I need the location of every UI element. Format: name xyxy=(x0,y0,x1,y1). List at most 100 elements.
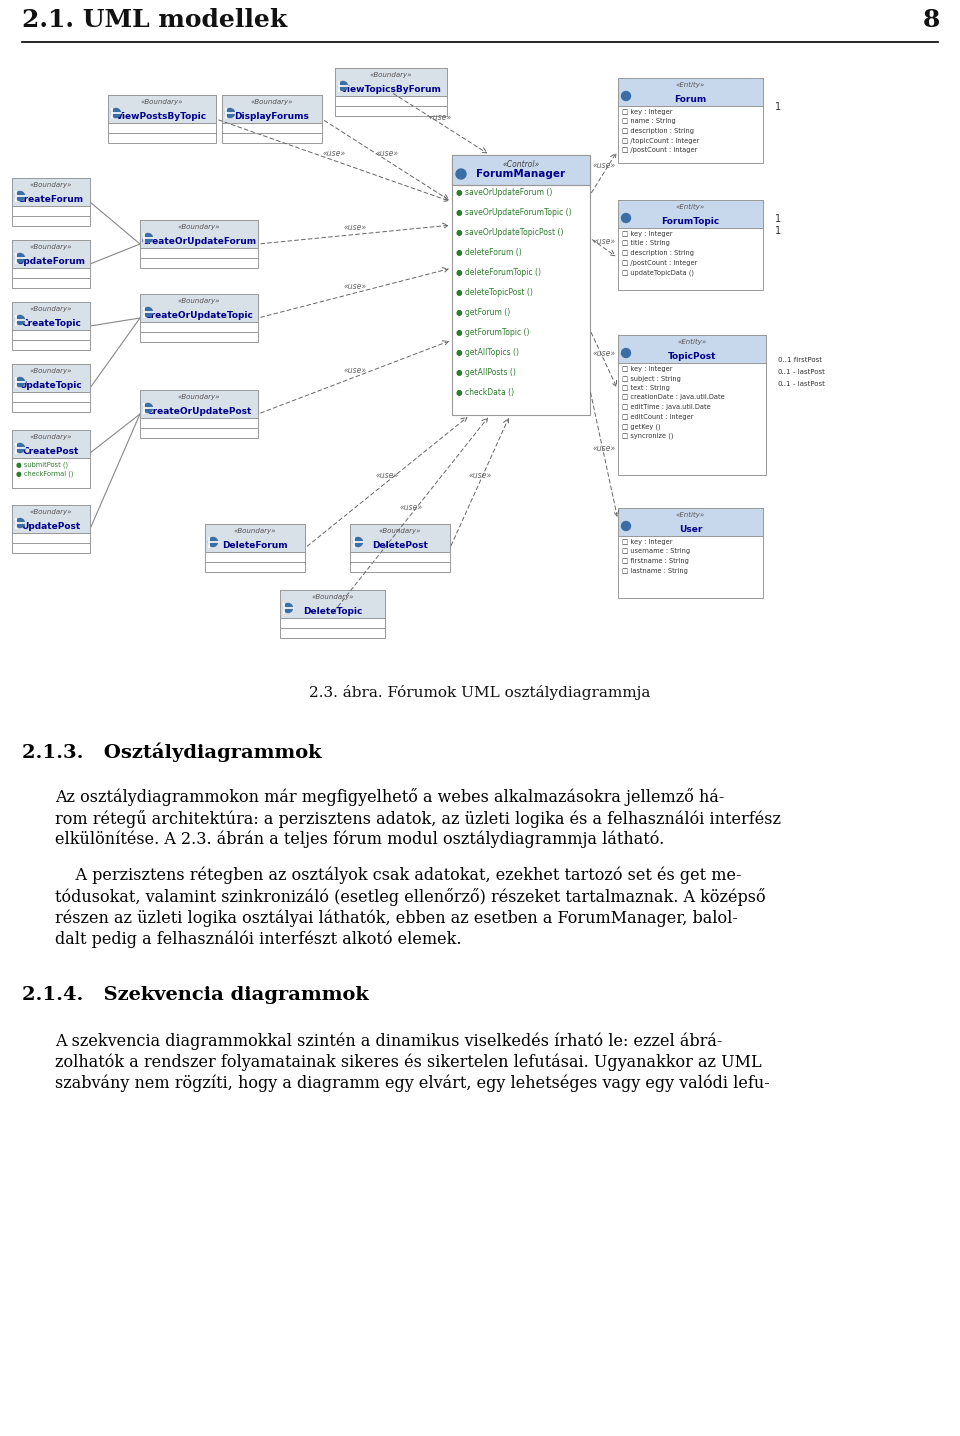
Circle shape xyxy=(621,92,631,101)
Text: □ username : String: □ username : String xyxy=(622,549,690,554)
Text: □ updateTopicData (): □ updateTopicData () xyxy=(622,269,694,276)
Text: 0..1 firstPost: 0..1 firstPost xyxy=(778,358,822,363)
Text: ViewPostsByTopic: ViewPostsByTopic xyxy=(116,112,207,121)
Text: □ firstname : String: □ firstname : String xyxy=(622,559,689,564)
Text: □ /postCount : Integer: □ /postCount : Integer xyxy=(622,260,697,266)
Text: «use»: «use» xyxy=(429,112,452,122)
Text: Az osztálydiagrammokon már megfigyelhető a webes alkalmazásokra jellemző há-: Az osztálydiagrammokon már megfigyelhető… xyxy=(55,788,725,806)
Text: - lastPost: - lastPost xyxy=(793,369,825,375)
Text: «Boundary»: «Boundary» xyxy=(379,528,421,534)
Text: 0..1: 0..1 xyxy=(778,381,791,386)
Bar xyxy=(12,240,90,289)
Text: DeleteForum: DeleteForum xyxy=(222,541,288,550)
Bar xyxy=(205,524,305,551)
Bar xyxy=(140,220,258,248)
Text: □ name : String: □ name : String xyxy=(622,119,676,125)
Bar xyxy=(618,335,766,363)
Circle shape xyxy=(283,603,293,613)
Text: CreatePost: CreatePost xyxy=(23,447,79,457)
Text: ● getAllTopics (): ● getAllTopics () xyxy=(456,348,519,358)
Bar xyxy=(618,508,763,597)
Bar xyxy=(12,302,90,350)
Text: «use»: «use» xyxy=(344,366,367,375)
Circle shape xyxy=(208,537,218,547)
Text: szabvány nem rögzíti, hogy a diagramm egy elvárt, egy lehetséges vagy egy valódi: szabvány nem rögzíti, hogy a diagramm eg… xyxy=(55,1076,770,1093)
Text: «Entity»: «Entity» xyxy=(678,339,707,345)
Text: □ subject : String: □ subject : String xyxy=(622,375,681,382)
Text: ● saveOrUpdateForumTopic (): ● saveOrUpdateForumTopic () xyxy=(456,208,571,217)
Text: ForumTopic: ForumTopic xyxy=(661,217,720,225)
Bar xyxy=(222,95,322,144)
Text: 2.3. ábra. Fórumok UML osztálydiagrammja: 2.3. ábra. Fórumok UML osztálydiagrammja xyxy=(309,685,651,699)
Bar xyxy=(618,335,766,475)
Text: User: User xyxy=(679,526,702,534)
Text: □ text : String: □ text : String xyxy=(622,385,670,391)
Bar xyxy=(12,240,90,269)
Text: «Boundary»: «Boundary» xyxy=(30,368,72,373)
Text: 0..1: 0..1 xyxy=(778,369,791,375)
Text: A szekvencia diagrammokkal szintén a dinamikus viselkedés írható le: ezzel ábrá-: A szekvencia diagrammokkal szintén a din… xyxy=(55,1032,722,1050)
Text: □ /topicCount : Integer: □ /topicCount : Integer xyxy=(622,138,700,144)
Text: «Boundary»: «Boundary» xyxy=(178,393,220,401)
Text: «Boundary»: «Boundary» xyxy=(30,434,72,439)
Text: DeletePost: DeletePost xyxy=(372,541,428,550)
Bar xyxy=(205,524,305,572)
Bar xyxy=(12,505,90,533)
Circle shape xyxy=(339,82,348,90)
Bar xyxy=(222,95,322,123)
Text: «use»: «use» xyxy=(592,161,615,171)
Text: ● deleteForumTopic (): ● deleteForumTopic () xyxy=(456,269,541,277)
Text: - lastPost: - lastPost xyxy=(793,381,825,386)
Text: □ key : Integer: □ key : Integer xyxy=(622,538,673,546)
Text: rom rétegű architektúra: a perzisztens adatok, az üzleti logika és a felhasználó: rom rétegű architektúra: a perzisztens a… xyxy=(55,810,781,827)
Bar xyxy=(350,524,450,572)
Bar xyxy=(140,220,258,269)
Text: «Boundary»: «Boundary» xyxy=(30,244,72,250)
Text: «use»: «use» xyxy=(592,444,615,452)
Bar xyxy=(335,67,447,96)
Bar xyxy=(108,95,216,144)
Bar xyxy=(350,524,450,551)
Bar xyxy=(12,429,90,458)
Bar xyxy=(12,178,90,225)
Text: dalt pedig a felhasználói interfészt alkotó elemek.: dalt pedig a felhasználói interfészt alk… xyxy=(55,931,462,949)
Text: ● deleteTopicPost (): ● deleteTopicPost () xyxy=(456,289,533,297)
Text: 1: 1 xyxy=(775,225,781,236)
Circle shape xyxy=(226,109,234,118)
Circle shape xyxy=(143,307,153,316)
Circle shape xyxy=(15,444,25,452)
Text: CreateOrUpdateTopic: CreateOrUpdateTopic xyxy=(145,312,253,320)
Bar xyxy=(618,200,763,290)
Text: ● saveOrUpdateTopicPost (): ● saveOrUpdateTopicPost () xyxy=(456,228,564,237)
Circle shape xyxy=(15,378,25,386)
Bar xyxy=(618,78,763,106)
Text: ● checkData (): ● checkData () xyxy=(456,388,515,396)
Bar xyxy=(618,200,763,228)
Text: «Control»: «Control» xyxy=(502,159,540,169)
Text: «Boundary»: «Boundary» xyxy=(233,528,276,534)
Text: «use»: «use» xyxy=(344,224,367,233)
Text: □ syncronize (): □ syncronize () xyxy=(622,432,674,439)
Text: Forum: Forum xyxy=(674,95,707,103)
Circle shape xyxy=(15,254,25,263)
Text: 1: 1 xyxy=(775,214,781,224)
Text: ● getForum (): ● getForum () xyxy=(456,307,511,317)
Text: «Boundary»: «Boundary» xyxy=(178,224,220,230)
Bar xyxy=(140,294,258,322)
Text: «Boundary»: «Boundary» xyxy=(30,182,72,188)
Circle shape xyxy=(143,404,153,412)
Text: 2.1.3.   Osztálydiagrammok: 2.1.3. Osztálydiagrammok xyxy=(22,742,322,761)
Text: □ key : Integer: □ key : Integer xyxy=(622,366,673,372)
Bar xyxy=(12,302,90,330)
Circle shape xyxy=(353,537,363,547)
Text: □ /postCount : Intager: □ /postCount : Intager xyxy=(622,146,697,154)
Text: CreateOrUpdatePost: CreateOrUpdatePost xyxy=(146,406,252,416)
Text: UpdatePost: UpdatePost xyxy=(21,523,81,531)
Bar xyxy=(618,508,763,536)
Text: TopicPost: TopicPost xyxy=(668,352,716,360)
Circle shape xyxy=(456,169,466,180)
Text: tódusokat, valamint szinkronizáló (esetleg ellenőrző) részeket tartalmaznak. A k: tódusokat, valamint szinkronizáló (esetl… xyxy=(55,887,766,906)
Bar xyxy=(452,155,590,185)
Circle shape xyxy=(621,349,631,358)
Text: □ description : String: □ description : String xyxy=(622,250,694,256)
